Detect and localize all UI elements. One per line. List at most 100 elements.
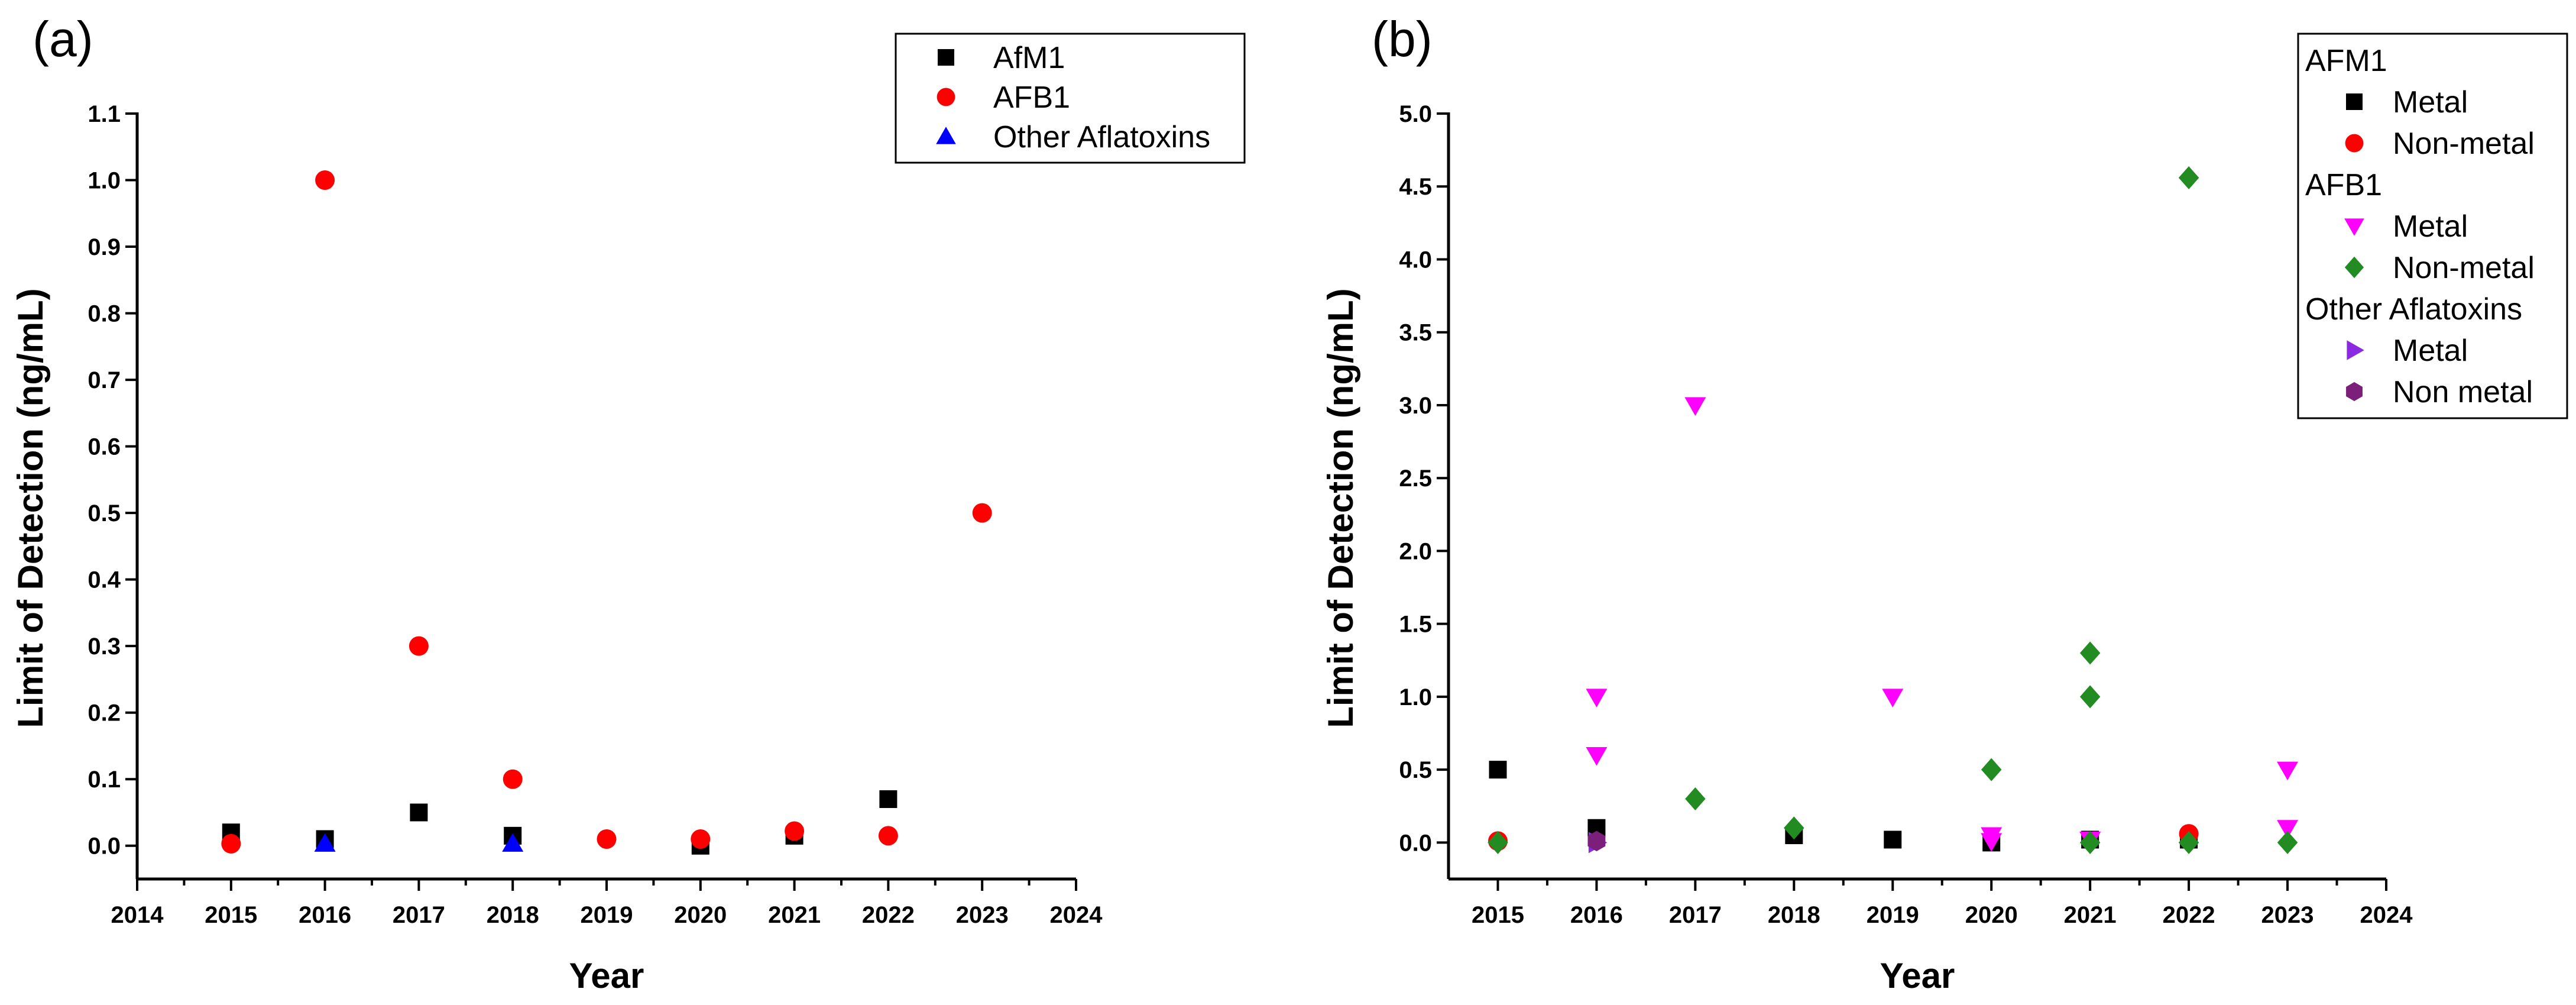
x-tick-label: 2024 xyxy=(1050,902,1103,928)
x-tick-label: 2017 xyxy=(1669,902,1722,928)
x-tick-label: 2019 xyxy=(581,902,633,928)
y-tick-label: 0.7 xyxy=(88,367,121,393)
data-point xyxy=(879,790,897,808)
data-point xyxy=(1586,747,1608,766)
y-tick-label: 4.5 xyxy=(1399,174,1432,200)
y-tick-label: 0.9 xyxy=(88,234,121,260)
x-tick-label: 2015 xyxy=(205,902,257,928)
x-tick-label: 2017 xyxy=(393,902,445,928)
legend-marker xyxy=(2346,93,2363,110)
legend: AFM1MetalNon-metalAFB1MetalNon-metalOthe… xyxy=(2297,33,2568,419)
y-tick-label: 0.2 xyxy=(88,700,121,726)
data-point xyxy=(2079,685,2101,709)
y-tick-label: 5.0 xyxy=(1399,101,1432,127)
legend-label: Other Aflatoxins xyxy=(993,120,1210,154)
legend-marker xyxy=(937,88,955,106)
data-point xyxy=(691,829,711,849)
legend-label: Non metal xyxy=(2393,375,2533,409)
y-tick-label: 3.0 xyxy=(1399,393,1432,419)
data-point xyxy=(315,170,335,190)
data-point xyxy=(785,821,805,841)
data-point xyxy=(1884,831,1902,849)
x-tick-label: 2023 xyxy=(956,902,1009,928)
data-point xyxy=(1882,689,1904,707)
y-tick-label: 0.4 xyxy=(88,567,121,593)
x-tick-label: 2020 xyxy=(1965,902,2018,928)
x-tick-label: 2020 xyxy=(674,902,727,928)
x-tick-label: 2023 xyxy=(2261,902,2314,928)
y-tick-label: 0.5 xyxy=(88,500,121,526)
x-tick-label: 2019 xyxy=(1867,902,1919,928)
legend-marker xyxy=(2346,382,2363,402)
data-point xyxy=(2178,831,2199,854)
legend-label: Metal xyxy=(2393,85,2468,119)
data-point xyxy=(2079,641,2101,665)
series-4 xyxy=(1488,166,2298,854)
data-point xyxy=(2079,831,2101,854)
x-tick-label: 2022 xyxy=(2163,902,2215,928)
data-point xyxy=(1784,816,1804,840)
legend-label: AfM1 xyxy=(993,41,1065,75)
x-tick-label: 2016 xyxy=(1570,902,1623,928)
data-point xyxy=(1489,761,1507,779)
data-point xyxy=(2277,820,2299,839)
data-point xyxy=(2277,831,2298,854)
legend-marker xyxy=(2345,134,2364,153)
y-tick-label: 0.0 xyxy=(1399,830,1432,856)
legend-label: Non-metal xyxy=(2393,251,2535,285)
x-axis-title: Year xyxy=(1880,956,1955,996)
y-tick-label: 2.0 xyxy=(1399,538,1432,564)
chart-panel-a: (a) 0.0 0.1 0.2 0.3 0.4 0.5 0.6 0.7 0.8 0.9 1.0 1.1 2… xyxy=(11,11,1246,996)
y-tick-label: 3.5 xyxy=(1399,320,1432,346)
legend-label: AFB1 xyxy=(993,80,1070,115)
legend-marker xyxy=(2344,218,2364,236)
data-point xyxy=(2277,761,2299,781)
panel-label: (b) xyxy=(1372,11,1433,67)
series-3 xyxy=(1586,397,2299,852)
legend-marker xyxy=(938,49,954,66)
data-point xyxy=(972,503,992,523)
x-tick-label: 2015 xyxy=(1472,902,1524,928)
legend-label: Non-metal xyxy=(2393,127,2535,161)
y-tick-label: 0.0 xyxy=(88,833,121,859)
data-point xyxy=(1685,787,1706,810)
x-tick-label: 2024 xyxy=(2360,902,2413,928)
data-point xyxy=(314,833,336,852)
y-tick-label: 0.1 xyxy=(88,767,121,793)
data-point xyxy=(597,829,617,849)
chart-panel-b: (b) 0.0 0.5 1.0 1.5 2.0 2.5 3.0 3.5 4.0 4.5 5.0 2015… xyxy=(1321,11,2568,996)
legend-box xyxy=(2297,33,2568,419)
legend-label: Metal xyxy=(2393,209,2468,244)
data-point xyxy=(1684,397,1706,416)
y-tick-label: 2.5 xyxy=(1399,466,1432,492)
x-tick-label: 2021 xyxy=(2064,902,2117,928)
data-point xyxy=(502,833,524,852)
legend-marker xyxy=(2344,256,2364,279)
y-axis-title: Limit of Detection (ng/mL) xyxy=(11,288,50,728)
y-tick-label: 0.5 xyxy=(1399,757,1432,783)
x-tick-label: 2018 xyxy=(1768,902,1820,928)
legend-group-header: Other Aflatoxins xyxy=(2305,292,2522,327)
data-point xyxy=(1488,831,1508,854)
data-point xyxy=(2178,166,2199,189)
x-axis-title: Year xyxy=(569,956,644,996)
x-tick-label: 2021 xyxy=(768,902,821,928)
x-tick-label: 2022 xyxy=(862,902,915,928)
data-point xyxy=(1587,831,1606,852)
y-tick-label: 1.0 xyxy=(1399,684,1432,710)
y-tick-label: 0.6 xyxy=(88,434,121,460)
legend-group-header: AFM1 xyxy=(2305,44,2387,78)
legend-label: Metal xyxy=(2393,334,2468,368)
legend: AfM1 AFB1 Other Aflatoxins xyxy=(895,33,1246,164)
series-2 xyxy=(221,170,992,854)
x-tick-label: 2014 xyxy=(111,902,164,928)
data-point xyxy=(878,826,898,846)
y-tick-label: 0.8 xyxy=(88,301,121,327)
data-point xyxy=(410,803,428,822)
y-tick-label: 1.1 xyxy=(88,101,121,127)
data-point xyxy=(221,833,241,854)
y-tick-label: 0.3 xyxy=(88,634,121,660)
data-point xyxy=(1586,689,1608,707)
